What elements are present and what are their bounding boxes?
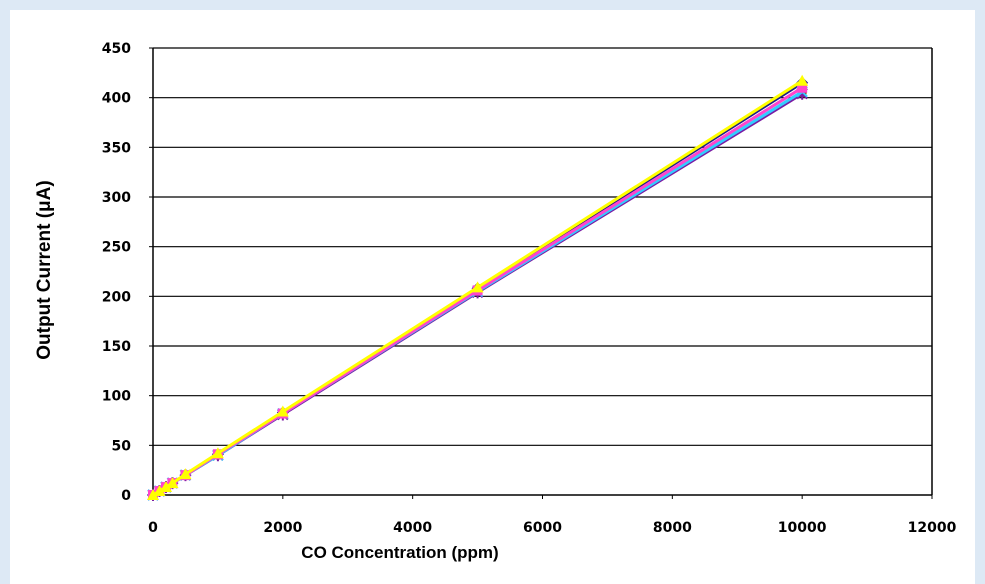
y-tick-label-250: 250 xyxy=(102,240,131,256)
axis-layer xyxy=(149,47,933,499)
series-3-point-6 xyxy=(276,405,289,417)
series-2-point-8 xyxy=(797,82,808,93)
series-3-point-4 xyxy=(179,468,192,480)
x-tick-label-10000: 10000 xyxy=(778,520,827,536)
series-3-point-7 xyxy=(471,281,484,293)
y-tick-label-50: 50 xyxy=(112,438,132,454)
series-3-point-0 xyxy=(147,489,159,500)
co-sensor-chart: 0 50 100 150 200 250 300 350 400 450 0 2000 4000 6000… xyxy=(34,41,957,562)
series-3-point-1 xyxy=(153,485,166,497)
y-tick-label-450: 450 xyxy=(102,41,131,57)
x-axis-title: CO Concentration (ppm) xyxy=(301,543,498,562)
series-3-point-8 xyxy=(796,74,809,86)
x-tick-label-8000: 8000 xyxy=(653,520,692,536)
y-tick-label-400: 400 xyxy=(102,91,131,107)
x-tick-label-12000: 12000 xyxy=(908,520,957,536)
series-3-point-2 xyxy=(159,481,172,493)
y-axis-title: Output Current (μA) xyxy=(34,180,55,359)
x-tick-label-4000: 4000 xyxy=(393,520,432,536)
series-3-point-3 xyxy=(166,477,179,489)
series-layer xyxy=(147,74,809,501)
chart-frame: 0 50 100 150 200 250 300 350 400 450 0 2000 4000 6000… xyxy=(10,10,975,584)
x-tick-label-2000: 2000 xyxy=(263,520,302,536)
series-3 xyxy=(147,74,809,500)
y-tick-label-150: 150 xyxy=(102,339,131,355)
x-tick-label-6000: 6000 xyxy=(523,520,562,536)
y-tick-label-350: 350 xyxy=(102,140,131,156)
series-3-point-5 xyxy=(211,447,224,459)
y-tick-label-0: 0 xyxy=(121,488,131,504)
tick-layer: 0 50 100 150 200 250 300 350 400 450 0 2000 4000 6000… xyxy=(102,41,957,536)
x-tick-label-0: 0 xyxy=(148,520,158,536)
y-tick-label-100: 100 xyxy=(102,389,131,405)
y-tick-label-200: 200 xyxy=(102,289,131,305)
y-tick-label-300: 300 xyxy=(102,190,131,206)
